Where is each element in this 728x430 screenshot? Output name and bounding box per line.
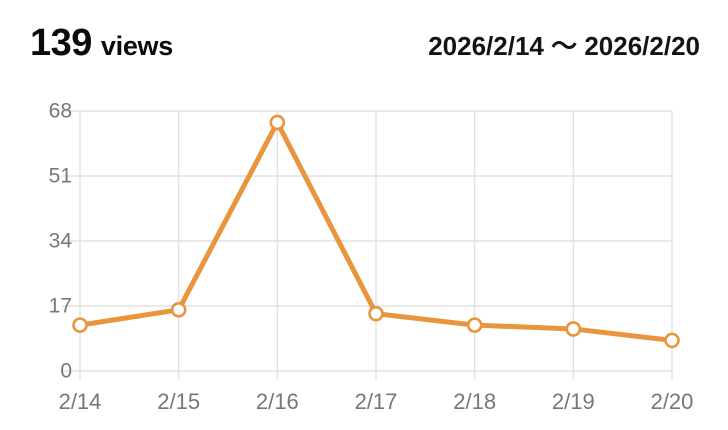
x-axis-label-2/19: 2/19 <box>552 389 595 414</box>
data-point-2/16[interactable] <box>269 114 286 131</box>
y-axis-label-17: 17 <box>49 295 72 318</box>
views-count-label: views <box>100 31 173 61</box>
views-count: 139 <box>30 22 92 64</box>
y-axis-label-51: 51 <box>49 165 72 188</box>
chart-header: 139 views 2026/2/14 〜 2026/2/20 <box>0 0 728 65</box>
x-axis-label-2/15: 2/15 <box>157 389 200 414</box>
x-axis-label-2/17: 2/17 <box>355 389 398 414</box>
date-range-label: 2026/2/14 〜 2026/2/20 <box>428 31 700 61</box>
y-axis-label-68: 68 <box>49 100 72 123</box>
y-axis-label-34: 34 <box>49 230 73 253</box>
x-axis-label-2/20: 2/20 <box>651 389 694 414</box>
data-point-2/15[interactable] <box>170 302 187 318</box>
views-line-chart: 0 17 34 51 68 2/14 2/15 2/16 2/17 2/18 2/19 2/20 <box>49 100 694 415</box>
x-axis-label-2/16: 2/16 <box>256 389 299 414</box>
data-point-2/17[interactable] <box>368 305 384 322</box>
data-point-2/18[interactable] <box>466 317 483 333</box>
page-title: 139 views <box>30 22 173 65</box>
data-point-2/19[interactable] <box>565 321 582 337</box>
data-point-2/20[interactable] <box>664 332 680 349</box>
y-axis-label-0: 0 <box>60 360 72 383</box>
x-axis-label-2/14: 2/14 <box>59 389 102 414</box>
x-axis-label-2/18: 2/18 <box>453 389 496 414</box>
data-point-2/14[interactable] <box>72 317 88 333</box>
